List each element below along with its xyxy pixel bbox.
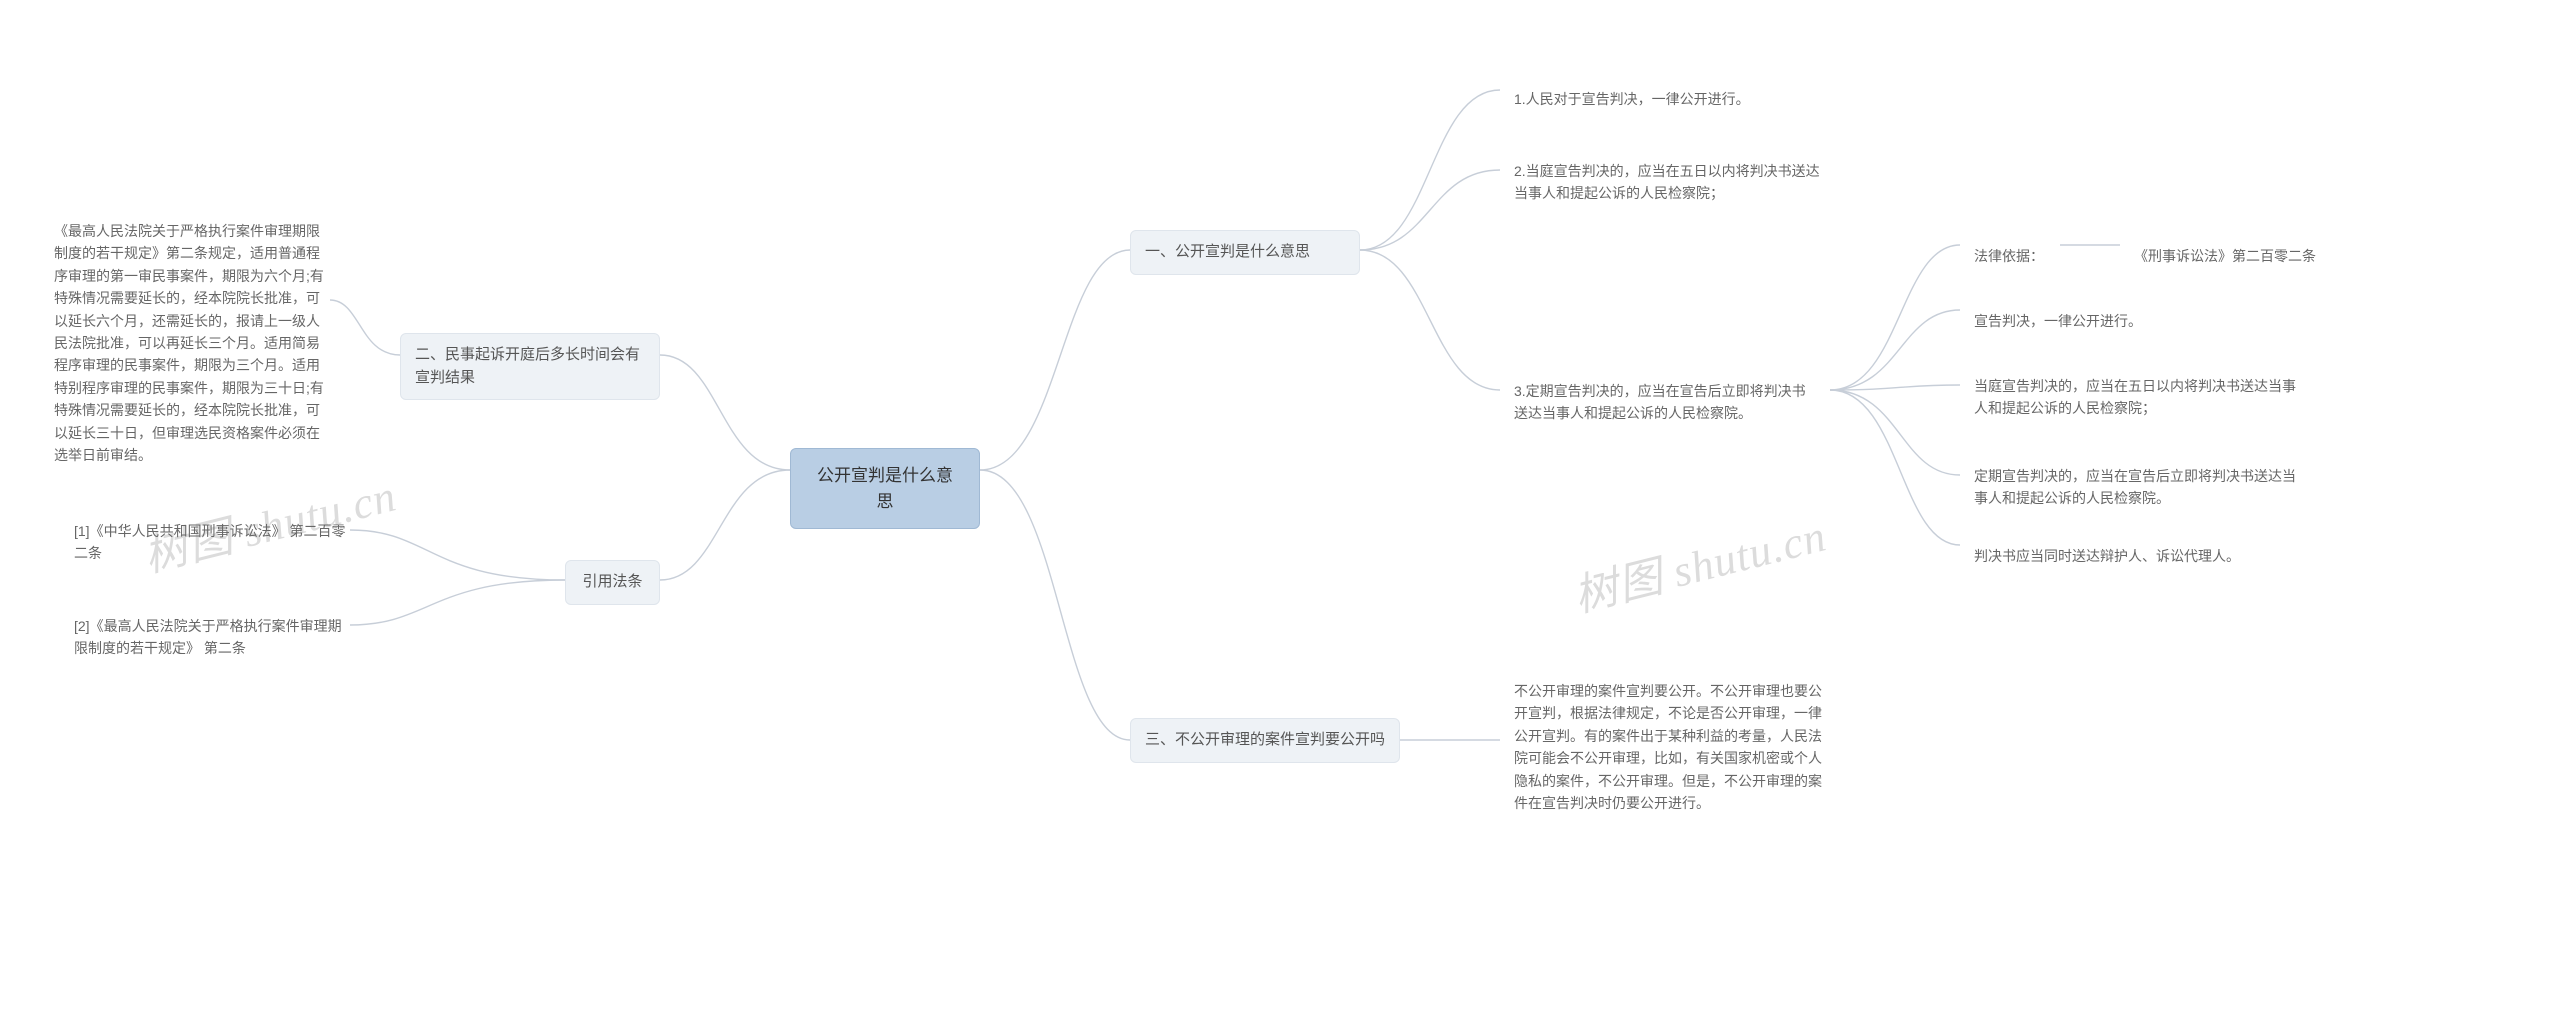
leaf-node: 3.定期宣告判决的，应当在宣告后立即将判决书送达当事人和提起公诉的人民检察院。 bbox=[1500, 370, 1830, 435]
watermark: 树图 shutu.cn bbox=[1566, 500, 1832, 624]
leaf-node: 《最高人民法院关于严格执行案件审理期限制度的若干规定》第二条规定，适用普通程序审… bbox=[40, 210, 340, 476]
branch-node-1[interactable]: 一、公开宣判是什么意思 bbox=[1130, 230, 1360, 275]
leaf-node: [1]《中华人民共和国刑事诉讼法》 第二百零二条 bbox=[60, 510, 360, 575]
branch-node-4[interactable]: 引用法条 bbox=[565, 560, 660, 605]
leaf-node: [2]《最高人民法院关于严格执行案件审理期限制度的若干规定》 第二条 bbox=[60, 605, 360, 670]
leaf-node: 宣告判决，一律公开进行。 bbox=[1960, 300, 2210, 342]
branch-node-3[interactable]: 三、不公开审理的案件宣判要公开吗 bbox=[1130, 718, 1400, 763]
leaf-node: 《刑事诉讼法》第二百零二条 bbox=[2120, 235, 2380, 277]
leaf-node: 2.当庭宣告判决的，应当在五日以内将判决书送达当事人和提起公诉的人民检察院； bbox=[1500, 150, 1840, 215]
leaf-node: 定期宣告判决的，应当在宣告后立即将判决书送达当事人和提起公诉的人民检察院。 bbox=[1960, 455, 2320, 520]
leaf-node: 不公开审理的案件宣判要公开。不公开审理也要公开宣判，根据法律规定，不论是否公开审… bbox=[1500, 670, 1840, 824]
leaf-node: 判决书应当同时送达辩护人、诉讼代理人。 bbox=[1960, 535, 2300, 577]
root-node[interactable]: 公开宣判是什么意思 bbox=[790, 448, 980, 529]
branch-node-2[interactable]: 二、民事起诉开庭后多长时间会有宣判结果 bbox=[400, 333, 660, 400]
leaf-node: 1.人民对于宣告判决，一律公开进行。 bbox=[1500, 78, 1820, 120]
leaf-node: 法律依据： bbox=[1960, 235, 2060, 277]
leaf-node: 当庭宣告判决的，应当在五日以内将判决书送达当事人和提起公诉的人民检察院； bbox=[1960, 365, 2320, 430]
